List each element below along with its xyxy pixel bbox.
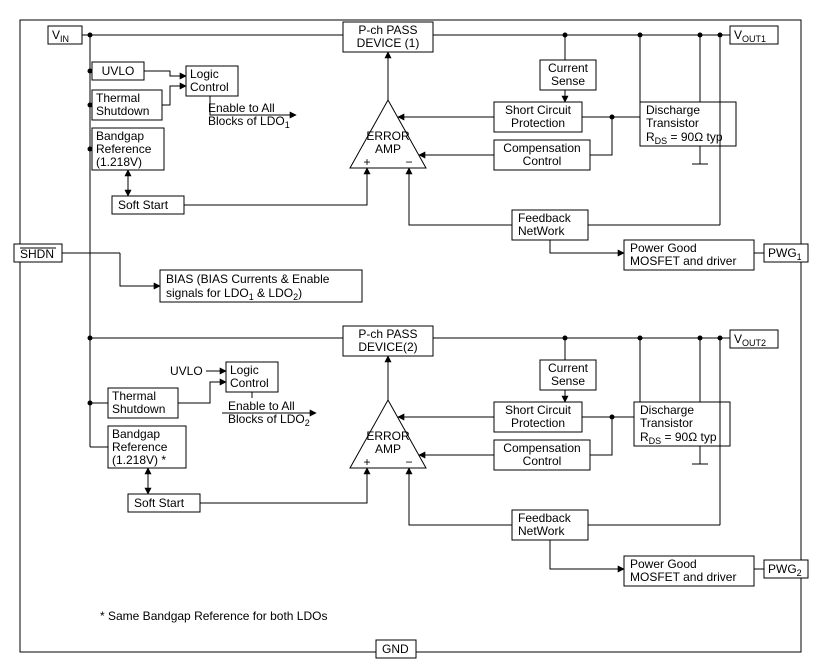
block-comp1-l1: Compensation [503,141,580,155]
block-bias-l1: BIAS (BIAS Currents & Enable [166,272,330,286]
block-erroramp1-l1: ERROR [366,129,410,143]
block-bandgap1-l2: Reference [96,142,152,156]
block-logic1-l2: Control [190,80,229,94]
block-erroramp1-minus: − [405,155,412,169]
block-comp2-l1: Compensation [503,441,580,455]
node [610,415,615,420]
block-current1-l2: Sense [551,74,585,88]
block-bandgap1-l3: (1.218V) [96,155,142,169]
block-bandgap2-l1: Bandgap [112,427,160,441]
block-short1-l1: Short Circuit [505,103,572,117]
block-thermal1-l2: Shutdown [96,104,149,118]
block-discharge2-l2: Transistor [640,416,693,430]
block-discharge1-l1: Discharge [646,103,700,117]
block-short2-l2: Protection [511,416,565,430]
block-enable2-l2: Blocks of LDO2 [228,412,310,428]
block-feedback1-l1: Feedback [518,211,572,225]
block-discharge1-l2: Transistor [646,116,699,130]
block-discharge2-l1: Discharge [640,403,694,417]
block-bandgap2-l2: Reference [112,440,168,454]
block-thermal2-l2: Shutdown [112,402,165,416]
block-logic2-l1: Logic [230,363,259,377]
pin-pwg2-label: PWG2 [768,562,802,578]
block-softstart1-label: Soft Start [118,198,169,212]
block-erroramp2-plus: + [363,455,370,469]
block-thermal1-l1: Thermal [96,91,140,105]
block-uvlo2-label: UVLO [170,364,203,378]
node [88,69,93,74]
block-pwrgood1-l1: Power Good [630,241,697,255]
block-bias-l2: signals for LDO1 & LDO2) [166,286,302,302]
pin-shdn-label: SHDN [20,247,54,261]
block-pass2-l1: P-ch PASS [358,327,417,341]
block-pwrgood2-l1: Power Good [630,557,697,571]
block-erroramp2-l2: AMP [375,442,401,456]
block-softstart2-label: Soft Start [134,496,185,510]
block-erroramp2-l1: ERROR [366,429,410,443]
block-comp1-l2: Control [523,154,562,168]
block-uvlo1-label: UVLO [102,64,135,78]
block-feedback2-l2: NetWork [518,524,565,538]
block-thermal2-l1: Thermal [112,389,156,403]
block-feedback1-l2: NetWork [518,224,565,238]
block-logic2-l2: Control [230,376,269,390]
pin-pwg1-label: PWG1 [768,246,802,262]
block-enable2-l1: Enable to All [228,399,295,413]
block-enable1-l2: Blocks of LDO1 [208,114,290,130]
block-pwrgood2-l2: MOSFET and driver [630,570,736,584]
block-pass1-l2: DEVICE (1) [357,36,420,50]
block-short1-l2: Protection [511,116,565,130]
block-short2-l1: Short Circuit [505,403,572,417]
block-current2-l1: Current [548,361,589,375]
block-erroramp1-plus: + [363,155,370,169]
block-current1-l1: Current [548,61,589,75]
block-enable1-l1: Enable to All [208,101,275,115]
block-current2-l2: Sense [551,374,585,388]
block-feedback2-l1: Feedback [518,511,572,525]
block-bandgap1-l1: Bandgap [96,129,144,143]
block-erroramp1-l2: AMP [375,142,401,156]
node [88,401,93,406]
block-pass1-l1: P-ch PASS [358,23,417,37]
pin-gnd-label: GND [382,642,409,656]
block-comp2-l2: Control [523,454,562,468]
block-bandgap2-l3: (1.218V) * [112,453,166,467]
block-pass2-l2: DEVICE(2) [358,340,417,354]
block-logic1-l1: Logic [190,67,219,81]
node [610,115,615,120]
block-erroramp2-minus: − [405,455,412,469]
footnote: * Same Bandgap Reference for both LDOs [100,609,327,623]
block-pwrgood1-l2: MOSFET and driver [630,254,736,268]
